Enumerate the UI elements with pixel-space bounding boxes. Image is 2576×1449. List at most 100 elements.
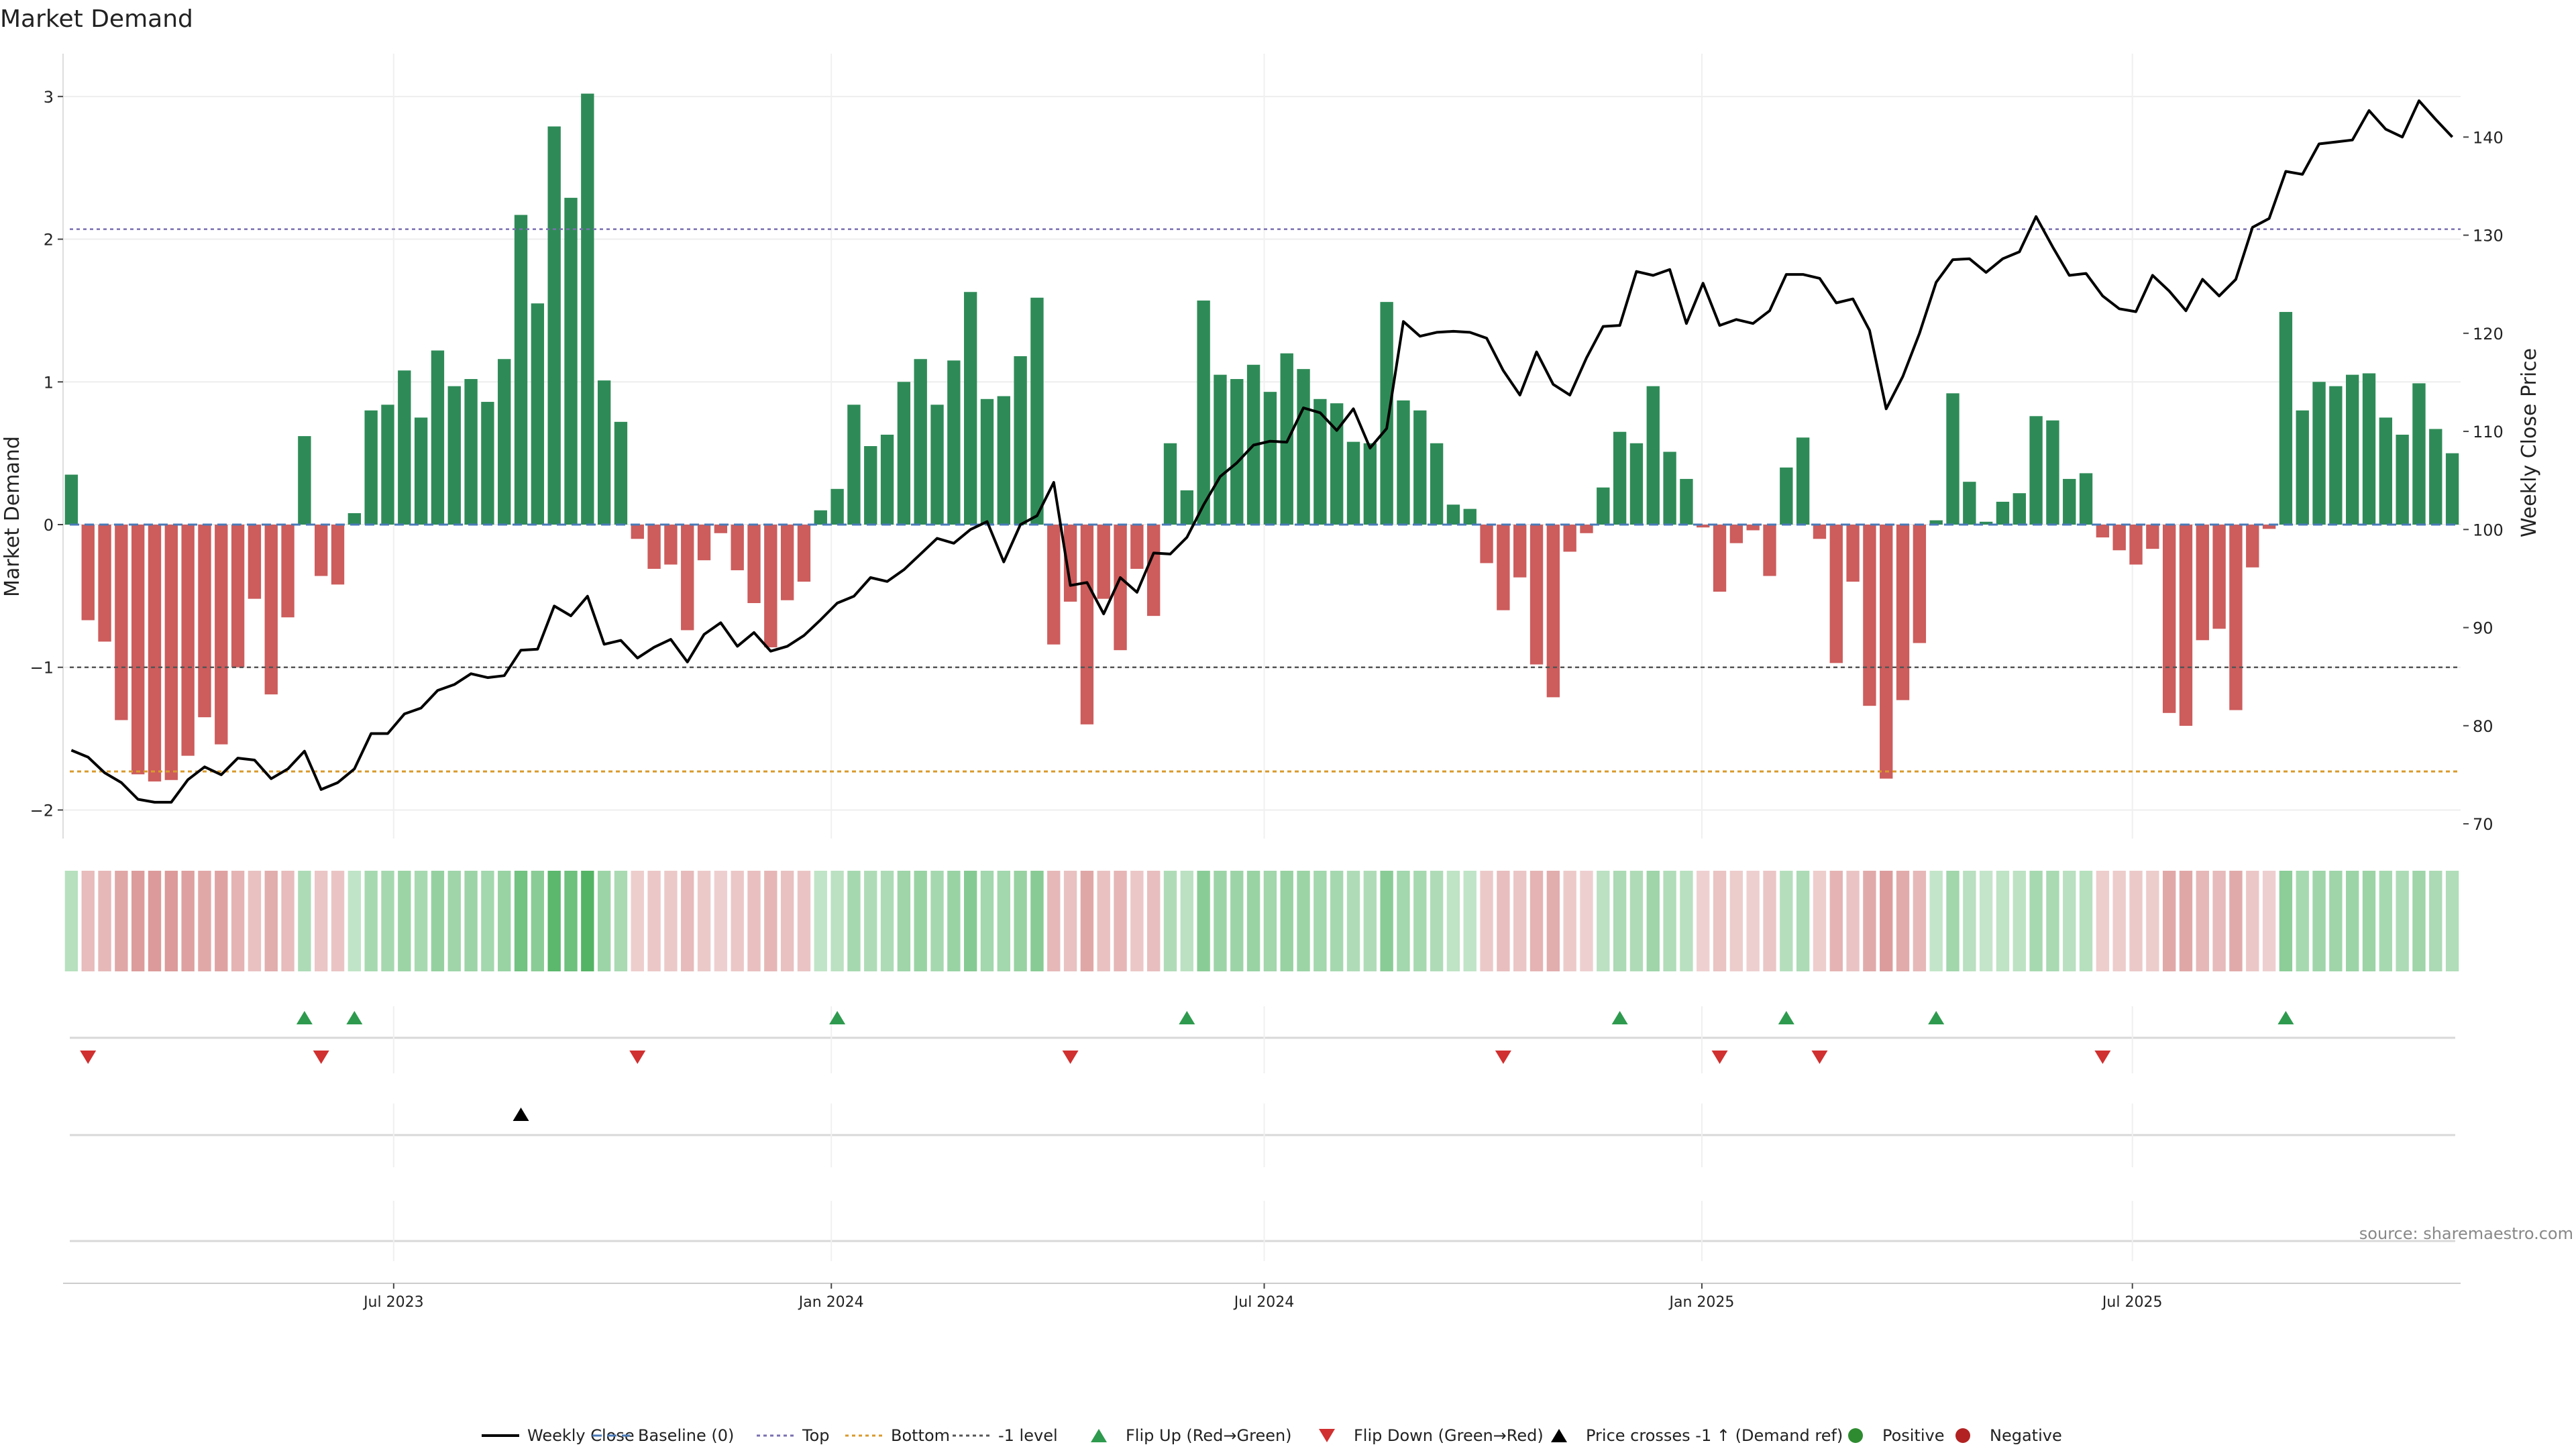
demand-bar	[1646, 386, 1660, 525]
heat-cell	[2029, 871, 2043, 971]
heat-cell	[1529, 871, 1544, 971]
heat-cell	[215, 871, 228, 971]
demand-bar	[564, 197, 578, 525]
legend-label: Price crosses -1 ↑ (Demand ref)	[1586, 1426, 1843, 1445]
demand-bar	[747, 525, 761, 603]
demand-bar	[547, 126, 561, 525]
heat-cell	[1963, 871, 1976, 971]
demand-bar	[597, 380, 611, 525]
y2-tick-label: 100	[2473, 521, 2504, 539]
chart-title: Market Demand	[0, 5, 193, 33]
y-tick-label: 0	[44, 516, 54, 535]
x-tick-label: Jan 2025	[1668, 1294, 1734, 1311]
heat-cell	[1563, 871, 1576, 971]
heat-cell	[2196, 871, 2209, 971]
demand-bar	[1330, 403, 1344, 525]
heat-cell	[1996, 871, 2010, 971]
demand-bar	[2362, 373, 2376, 525]
demand-bar	[1413, 410, 1427, 525]
demand-bar	[2012, 493, 2026, 525]
heat-cell	[2079, 871, 2093, 971]
demand-bar	[2112, 525, 2126, 551]
demand-bar	[1929, 520, 1943, 525]
heat-cell	[1929, 871, 1943, 971]
demand-bar	[947, 360, 961, 525]
heat-cell	[830, 871, 844, 971]
demand-bar	[1896, 525, 1910, 700]
heat-cell	[1280, 871, 1293, 971]
heat-cell	[1230, 871, 1244, 971]
demand-bar	[1829, 525, 1843, 663]
demand-bar	[864, 446, 877, 525]
heat-cell	[198, 871, 211, 971]
demand-bar	[447, 386, 461, 525]
demand-bar	[1597, 487, 1610, 525]
source-note: source: sharemaestro.com	[2359, 1224, 2573, 1243]
demand-bar	[1014, 356, 1027, 525]
demand-bar	[1346, 441, 1360, 525]
demand-bar	[664, 525, 678, 565]
legend-label: Positive	[1882, 1426, 1945, 1445]
heat-cell	[2412, 871, 2426, 971]
heat-cell	[2063, 871, 2076, 971]
demand-bar	[1963, 482, 1976, 525]
legend-item-baseline: Baseline (0)	[592, 1426, 734, 1445]
heat-cell	[1246, 871, 1260, 971]
heat-cell	[264, 871, 278, 971]
demand-bar	[2429, 429, 2443, 525]
demand-bar	[1863, 525, 1876, 706]
heat-cell	[963, 871, 977, 971]
demand-bar	[830, 488, 844, 525]
legend-item-flipup: Flip Up (Red→Green)	[1091, 1426, 1292, 1445]
heat-cell	[1413, 871, 1427, 971]
heat-cell	[531, 871, 545, 971]
x-tick-label: Jul 2024	[1233, 1294, 1295, 1311]
demand-bar	[1280, 353, 1293, 525]
heat-cell	[1463, 871, 1477, 971]
flip-up-marker	[1179, 1011, 1195, 1024]
legend-label: Flip Up (Red→Green)	[1126, 1426, 1292, 1445]
heat-cell	[1430, 871, 1444, 971]
x-tick-label: Jul 2023	[362, 1294, 424, 1311]
heat-cell	[780, 871, 794, 971]
heat-cell	[298, 871, 311, 971]
heat-cell	[1729, 871, 1743, 971]
heat-strip	[64, 871, 2459, 971]
heat-cell	[248, 871, 262, 971]
heat-cell	[1047, 871, 1061, 971]
demand-bar	[514, 215, 528, 525]
heat-cell	[814, 871, 827, 971]
demand-bar	[980, 398, 994, 525]
heat-cell	[1497, 871, 1510, 971]
flip-down-marker	[629, 1051, 646, 1064]
demand-bar	[2396, 434, 2409, 525]
demand-bar	[1197, 301, 1210, 525]
flip-up-marker	[346, 1011, 363, 1024]
heat-cell	[1363, 871, 1377, 971]
demand-bar	[2345, 374, 2359, 525]
demand-bar	[414, 417, 428, 525]
heat-cell	[647, 871, 661, 971]
demand-bar	[1180, 490, 1193, 525]
demand-bar	[847, 405, 861, 525]
flip-up-marker	[1928, 1011, 1945, 1024]
demand-bar	[681, 525, 694, 631]
demand-bar	[481, 402, 494, 525]
demand-bar	[347, 513, 362, 525]
legend-label: Top	[802, 1426, 830, 1445]
heat-cell	[364, 871, 378, 971]
demand-bar	[1263, 392, 1277, 525]
heat-cell	[631, 871, 644, 971]
y2-axis-label: Weekly Close Price	[2518, 348, 2541, 537]
heat-cell	[1397, 871, 1410, 971]
heat-cell	[1796, 871, 1810, 971]
price-cross-marker	[513, 1108, 529, 1121]
heat-cell	[1880, 871, 1893, 971]
heat-cell	[1380, 871, 1393, 971]
heat-cell	[1063, 871, 1077, 971]
heat-cell	[281, 871, 294, 971]
demand-bar	[2412, 383, 2426, 525]
demand-bar	[2079, 473, 2093, 525]
heat-cell	[2379, 871, 2392, 971]
